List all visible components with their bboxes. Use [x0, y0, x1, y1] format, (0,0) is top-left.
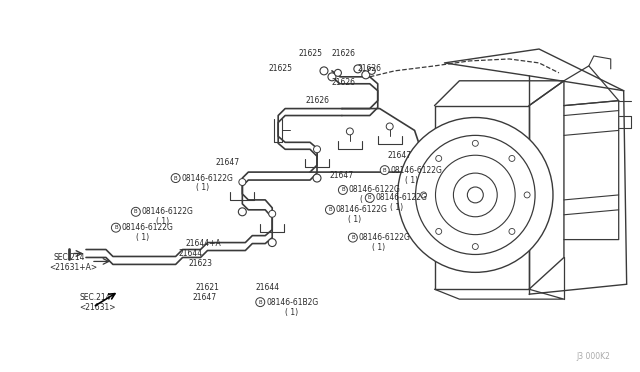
Text: B: B: [259, 299, 262, 305]
Text: 08146-6122G: 08146-6122G: [376, 193, 428, 202]
Circle shape: [467, 187, 483, 203]
Text: 21625: 21625: [298, 48, 322, 58]
Text: B: B: [114, 225, 118, 230]
Circle shape: [320, 67, 328, 75]
Text: 08146-6122G: 08146-6122G: [349, 186, 401, 195]
Circle shape: [436, 155, 442, 161]
Text: 21644: 21644: [179, 249, 203, 258]
Circle shape: [239, 179, 246, 186]
Text: 21644+A: 21644+A: [186, 239, 221, 248]
Text: B: B: [368, 195, 372, 201]
Text: ( 1): ( 1): [196, 183, 209, 192]
Circle shape: [268, 238, 276, 247]
Circle shape: [365, 193, 374, 202]
Circle shape: [346, 128, 353, 135]
Text: ( 1): ( 1): [404, 176, 418, 185]
Circle shape: [269, 210, 276, 217]
Text: B: B: [341, 187, 345, 192]
Circle shape: [509, 155, 515, 161]
Text: SEC.214: SEC.214: [79, 293, 111, 302]
Text: ( 1): ( 1): [372, 243, 385, 252]
Text: ( 1): ( 1): [156, 217, 169, 226]
Text: 08146-6122G: 08146-6122G: [182, 174, 234, 183]
Text: 08146-6122G: 08146-6122G: [336, 205, 388, 214]
Text: 21647: 21647: [388, 151, 412, 160]
Circle shape: [380, 166, 389, 174]
Text: 08146-6122G: 08146-6122G: [142, 207, 194, 216]
Text: B: B: [134, 209, 138, 214]
Text: 21647: 21647: [330, 171, 354, 180]
Text: 08146-6122G: 08146-6122G: [359, 233, 411, 242]
Circle shape: [328, 73, 336, 81]
Text: B: B: [174, 176, 177, 180]
Circle shape: [453, 173, 497, 217]
Text: 08146-6122G: 08146-6122G: [390, 166, 443, 174]
Circle shape: [171, 174, 180, 183]
Text: ( 1): ( 1): [348, 215, 361, 224]
Text: SEC.214: SEC.214: [53, 253, 84, 262]
Circle shape: [509, 228, 515, 234]
Text: ( 1): ( 1): [136, 233, 149, 242]
Text: J3 000K2: J3 000K2: [577, 352, 611, 361]
Text: B: B: [383, 168, 387, 173]
Text: <21631>: <21631>: [79, 302, 116, 312]
Circle shape: [348, 233, 357, 242]
Text: 21626: 21626: [358, 64, 382, 73]
Circle shape: [436, 228, 442, 234]
Text: 21647: 21647: [216, 158, 239, 167]
Text: 21626: 21626: [332, 78, 356, 87]
Text: 21625: 21625: [268, 64, 292, 73]
Circle shape: [420, 192, 426, 198]
Text: B: B: [328, 207, 332, 212]
Circle shape: [314, 146, 321, 153]
Circle shape: [397, 118, 553, 272]
Text: 21623: 21623: [189, 259, 212, 268]
Circle shape: [472, 244, 478, 250]
Circle shape: [386, 123, 393, 130]
Text: 08146-6122G: 08146-6122G: [122, 223, 173, 232]
Text: B: B: [351, 235, 355, 240]
Text: 21621: 21621: [196, 283, 220, 292]
Circle shape: [435, 155, 515, 235]
Text: <21631+A>: <21631+A>: [49, 263, 97, 272]
Text: 21647: 21647: [193, 293, 217, 302]
Circle shape: [238, 208, 246, 216]
Text: ( 1): ( 1): [285, 308, 298, 317]
Circle shape: [313, 174, 321, 182]
Circle shape: [415, 135, 535, 254]
Circle shape: [339, 186, 348, 195]
Circle shape: [362, 71, 370, 79]
Text: 21644: 21644: [255, 283, 280, 292]
Circle shape: [472, 140, 478, 146]
Circle shape: [326, 205, 335, 214]
Circle shape: [335, 69, 341, 76]
Text: 21626: 21626: [305, 96, 329, 105]
Circle shape: [368, 67, 375, 74]
Text: 08146-61B2G: 08146-61B2G: [266, 298, 319, 307]
Circle shape: [256, 298, 265, 307]
Circle shape: [131, 207, 140, 216]
Circle shape: [354, 65, 362, 73]
Text: ( 1): ( 1): [390, 203, 403, 212]
Text: 21626: 21626: [332, 48, 356, 58]
Circle shape: [111, 223, 120, 232]
Circle shape: [524, 192, 530, 198]
Text: ( 1): ( 1): [360, 195, 373, 204]
